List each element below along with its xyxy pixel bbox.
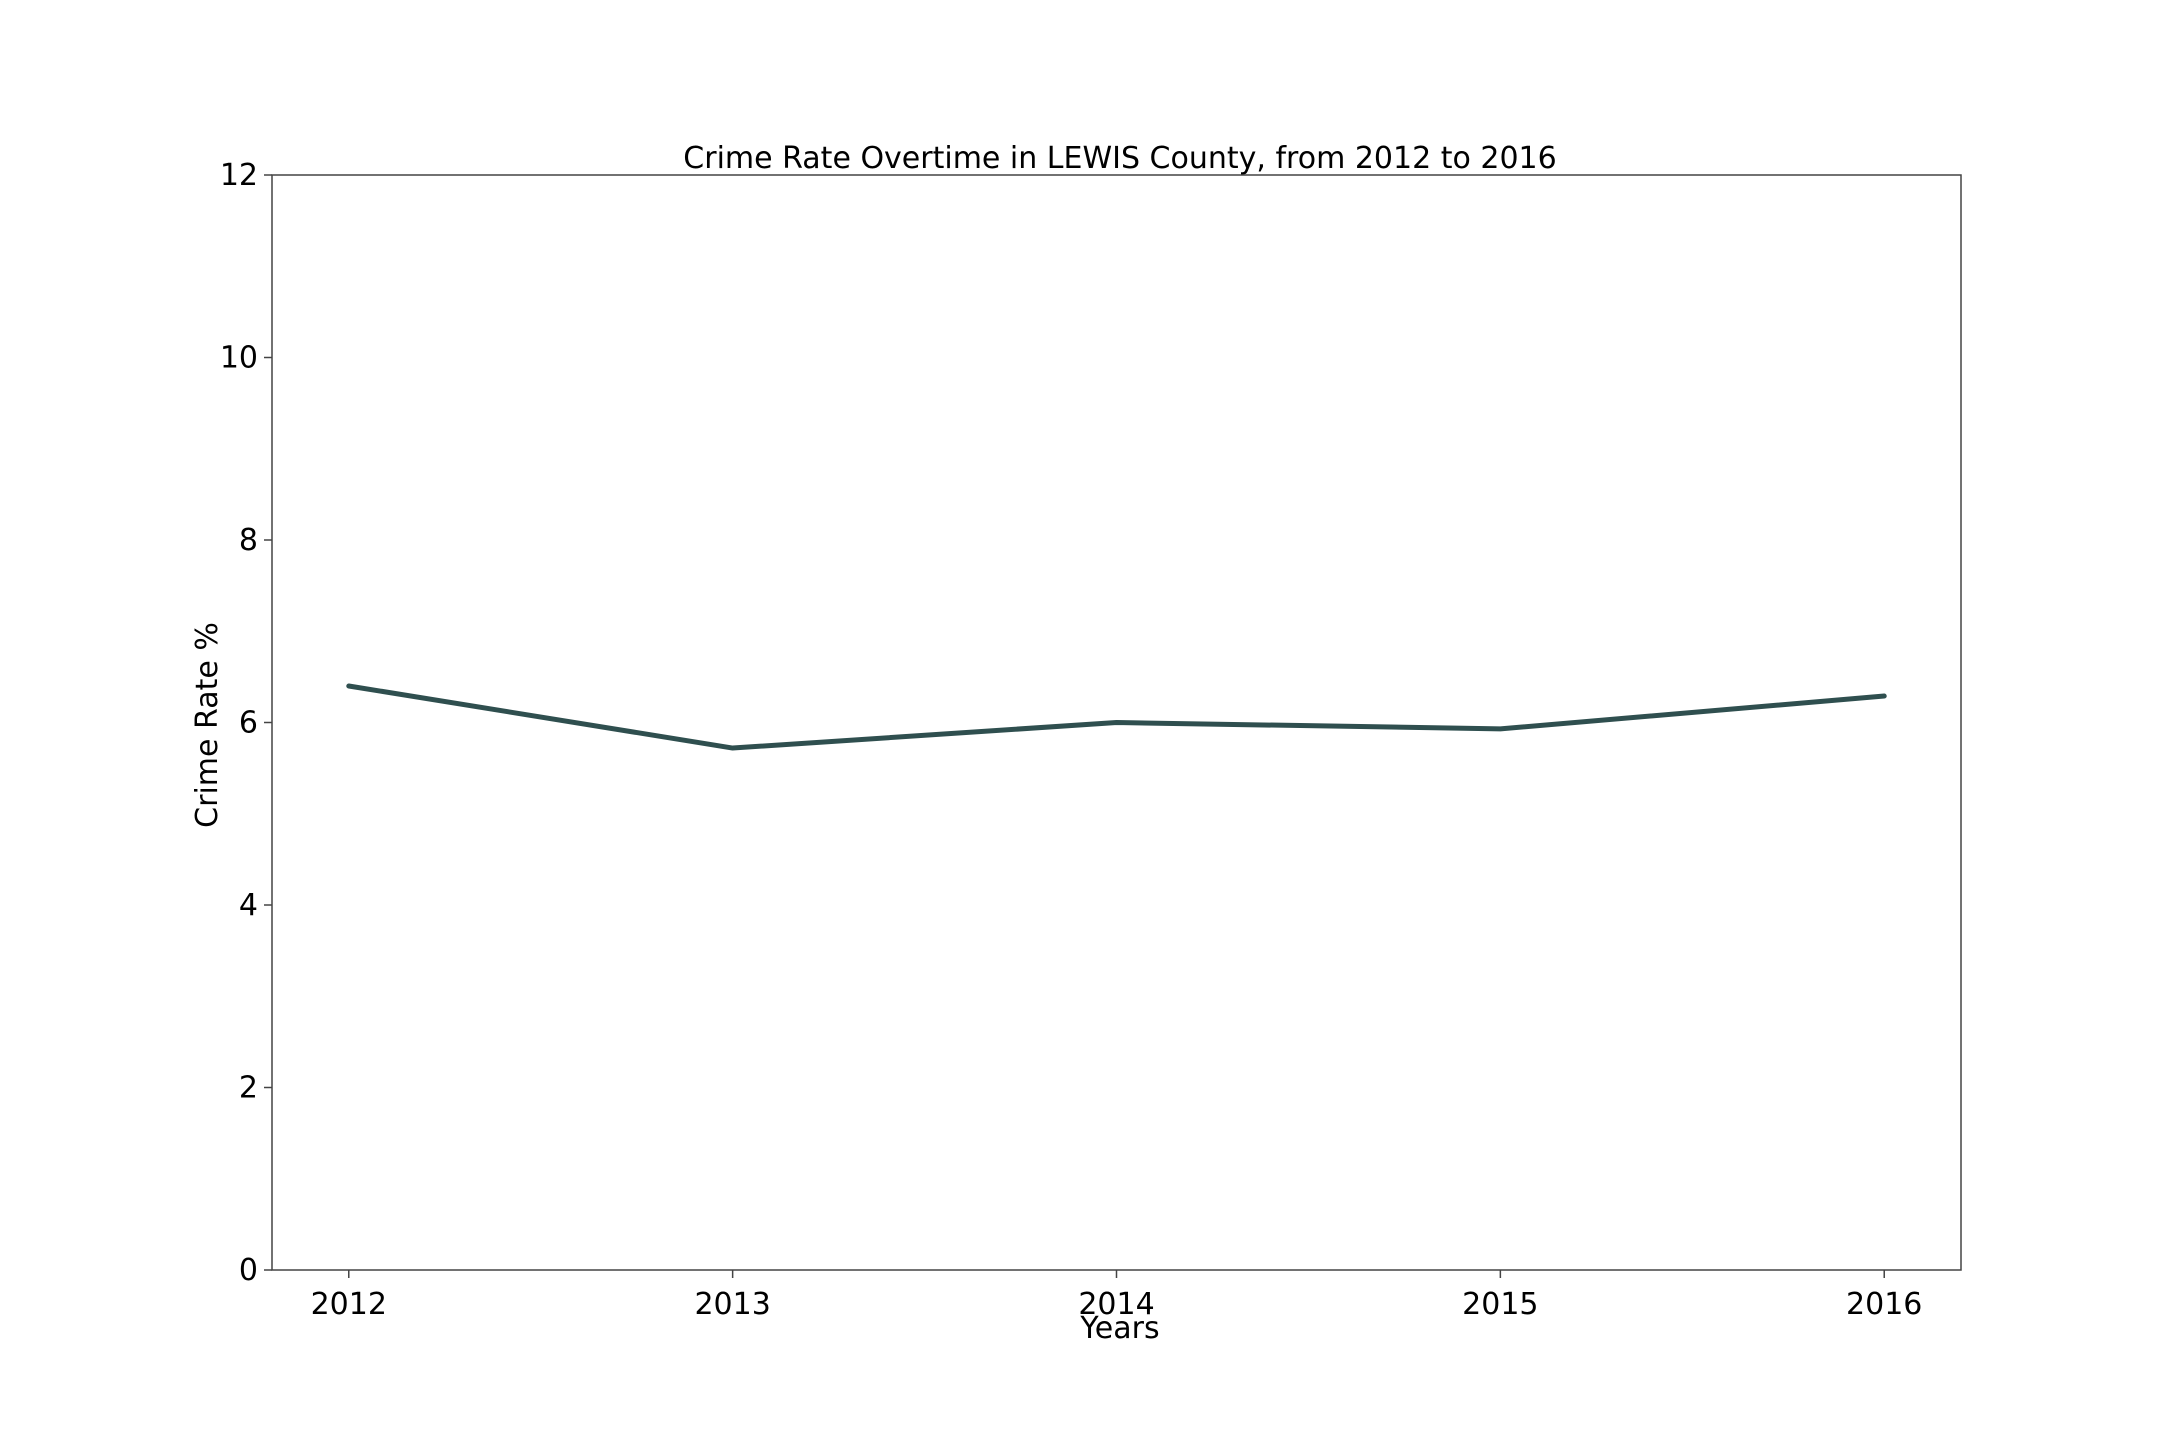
series-layer [346,683,1887,751]
y-tick-label: 8 [239,523,258,558]
y-axis-title: Crime Rate % [190,622,225,828]
chart-title: Crime Rate Overtime in LEWIS County, fro… [683,141,1556,176]
x-axis-title: Years [1079,1311,1159,1346]
x-tick-label: 2016 [1846,1287,1922,1322]
x-axis-ticks: 2012 2013 2014 2015 2016 [311,1270,1922,1322]
y-tick-label: 10 [220,341,258,376]
y-tick-label: 2 [239,1071,258,1106]
x-tick-label: 2013 [694,1287,770,1322]
x-tick-label: 2012 [311,1287,387,1322]
y-tick-label: 4 [239,888,258,923]
y-axis-ticks: 0 2 4 6 8 10 12 [220,158,272,1288]
plot-frame [271,174,1962,1271]
x-tick-label: 2014 [1078,1287,1154,1322]
x-tick-label: 2015 [1462,1287,1538,1322]
series-line [346,683,1887,751]
y-tick-label: 12 [220,158,258,193]
y-tick-label: 6 [239,706,258,741]
y-tick-label: 0 [239,1253,258,1288]
